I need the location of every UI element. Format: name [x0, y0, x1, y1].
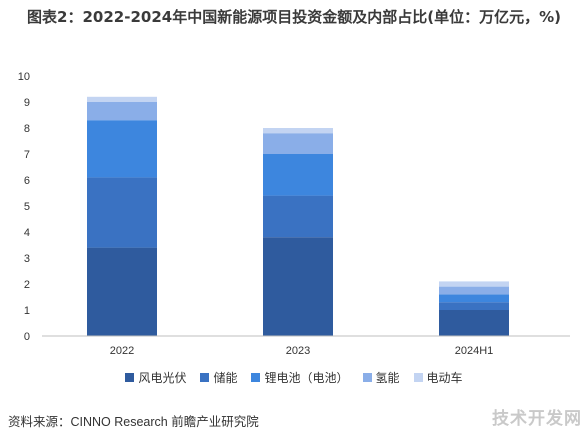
legend-label: 风电光伏 — [138, 371, 187, 385]
x-tick-label: 2024H1 — [455, 345, 494, 357]
y-tick-label: 5 — [24, 201, 30, 213]
watermark-logo: 技术开发网 — [492, 409, 582, 428]
y-tick-label: 10 — [18, 71, 30, 83]
bar-segment — [87, 177, 157, 248]
y-tick-label: 0 — [24, 331, 30, 343]
legend-item: 电动车 — [413, 369, 463, 386]
x-axis: 2022 2023 2024H1 — [42, 335, 570, 357]
legend-label: 电动车 — [426, 371, 463, 385]
legend-item: 风电光伏 — [125, 369, 186, 386]
y-tick-label: 9 — [24, 97, 30, 109]
bar-segment — [439, 310, 509, 336]
bar-segment — [263, 237, 333, 336]
bars — [87, 96, 509, 336]
legend-item: 锂电池（电池） — [251, 369, 349, 386]
bar-segment — [87, 96, 157, 102]
bar-segment — [87, 247, 157, 336]
legend-label: 氢能 — [375, 371, 400, 385]
legend-swatch — [251, 373, 261, 382]
legend-swatch — [413, 373, 423, 382]
stacked-bar-chart: 0 1 2 3 4 5 6 7 8 9 10 2022 2023 2024H1 — [18, 71, 570, 357]
y-tick-label: 3 — [24, 253, 30, 265]
y-axis: 0 1 2 3 4 5 6 7 8 9 10 — [18, 71, 30, 343]
legend-swatch — [125, 373, 135, 382]
x-tick-label: 2022 — [110, 345, 134, 357]
y-tick-label: 4 — [24, 227, 30, 239]
legend-label: 储能 — [213, 371, 238, 385]
chart-legend: 风电光伏 储能 锂电池（电池） 氢能 电动车 — [0, 369, 588, 386]
y-tick-label: 8 — [24, 123, 30, 135]
bar-segment — [263, 128, 333, 134]
bar-segment — [263, 154, 333, 196]
x-tick-label: 2023 — [286, 345, 310, 357]
legend-item: 氢能 — [362, 369, 400, 386]
bar-segment — [87, 120, 157, 178]
y-tick-label: 1 — [24, 305, 30, 317]
bar-segment — [439, 294, 509, 303]
y-tick-label: 6 — [24, 175, 30, 187]
bar-segment — [263, 195, 333, 238]
bar-segment — [439, 302, 509, 310]
chart-title: 图表2：2022-2024年中国新能源项目投资金额及内部占比(单位：万亿元，%) — [27, 8, 561, 26]
bar-segment — [439, 286, 509, 295]
y-tick-label: 2 — [24, 279, 30, 291]
y-tick-label: 7 — [24, 149, 30, 161]
legend-swatch — [200, 373, 210, 382]
legend-swatch — [362, 373, 372, 382]
bar-segment — [439, 281, 509, 287]
bar-segment — [263, 133, 333, 154]
bar-segment — [87, 102, 157, 121]
legend-label: 锂电池（电池） — [264, 371, 349, 385]
source-note: 资料来源：CINNO Research 前瞻产业研究院 — [8, 415, 259, 429]
legend-item: 储能 — [200, 369, 237, 386]
